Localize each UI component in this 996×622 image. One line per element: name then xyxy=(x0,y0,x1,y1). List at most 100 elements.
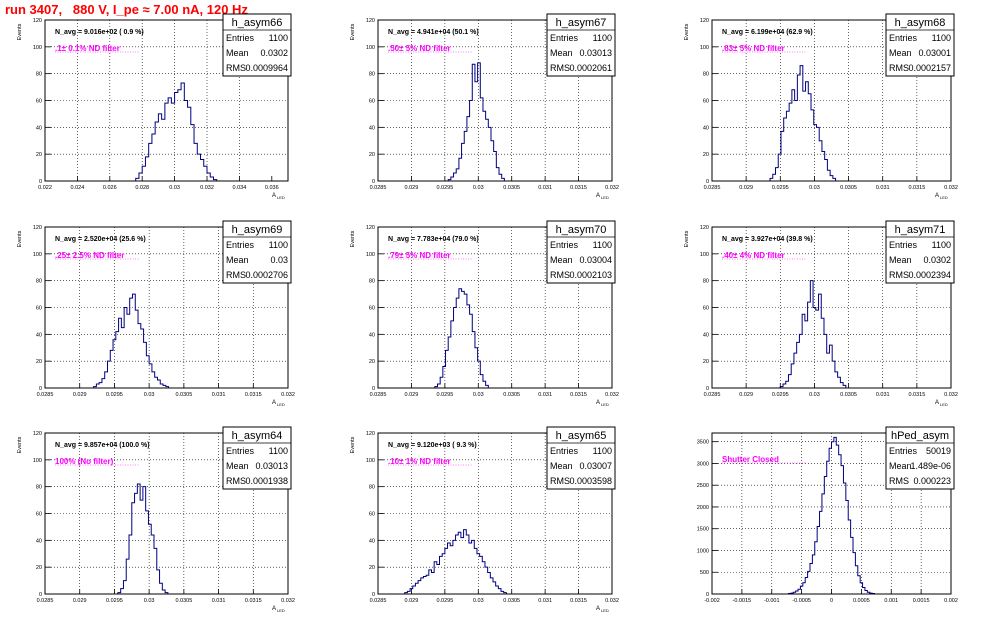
y-tick-label: 40 xyxy=(369,332,375,338)
x-tick-label: 0.036 xyxy=(265,185,279,191)
histogram-title: h_asym69 xyxy=(232,224,283,236)
y-tick-label: 0 xyxy=(39,592,42,598)
y-tick-label: 80 xyxy=(369,485,375,491)
x-tick-label: -0.002 xyxy=(704,598,720,604)
n-avg-label: N_avg = 3.927e+04 (39.8 %) xyxy=(722,236,813,243)
stats-box xyxy=(546,13,616,77)
x-axis-label: ALED xyxy=(596,400,609,407)
y-tick-label: 40 xyxy=(36,332,42,338)
y-tick-label: 40 xyxy=(36,538,42,544)
x-tick-label: 0.0305 xyxy=(175,598,192,604)
x-tick-label: 0.0295 xyxy=(436,598,453,604)
histogram-panel-h_asym68: 0.0285 0.029 0.0295 0.03 0.0305 0.031 0.0315 0.… xyxy=(684,13,958,200)
stats-value-entries: 1100 xyxy=(932,240,951,250)
x-tick-label: 0.029 xyxy=(405,598,419,604)
y-tick-label: 20 xyxy=(369,359,375,365)
histogram-series-h_asym68 xyxy=(769,65,837,181)
x-tick-label: 0.026 xyxy=(103,185,117,191)
x-tick-label: 0.0295 xyxy=(436,392,453,398)
stats-label-rms: RMS xyxy=(550,270,570,280)
x-tick-label: 0.031 xyxy=(538,185,552,191)
stats-value-mean: 1.489e-06 xyxy=(910,461,951,471)
stats-box xyxy=(222,13,292,77)
y-tick-label: 40 xyxy=(703,332,709,338)
histogram-series-h_asym70 xyxy=(434,288,489,388)
x-tick-label: 0.024 xyxy=(71,185,85,191)
x-tick-label: 0.031 xyxy=(876,185,890,191)
y-tick-label: 80 xyxy=(369,279,375,285)
y-tick-label: 100 xyxy=(366,252,375,258)
y-tick-label: 0 xyxy=(372,179,375,185)
histogram-panel-h_asym69: 0.0285 0.029 0.0295 0.03 0.0305 0.031 0.0315 0.… xyxy=(17,220,295,407)
stats-value-mean: 0.03013 xyxy=(255,461,288,471)
x-tick-label: 0.031 xyxy=(538,392,552,398)
y-tick-label: 1500 xyxy=(697,527,709,533)
x-tick-label: 0.03 xyxy=(473,598,484,604)
y-axis-label: Events xyxy=(350,436,356,453)
x-tick-label: 0.032 xyxy=(281,598,295,604)
y-tick-label: 0 xyxy=(706,179,709,185)
stats-box xyxy=(546,220,616,284)
y-axis-label: Events xyxy=(350,230,356,247)
stats-label-entries: Entries xyxy=(226,33,255,43)
y-axis-label: Events xyxy=(684,23,690,40)
x-tick-label: 0.0295 xyxy=(106,598,123,604)
filter-label: .63± 5% ND filter xyxy=(722,44,785,53)
stats-value-rms: 0.0009964 xyxy=(245,63,288,73)
x-tick-label: 0.0285 xyxy=(37,598,54,604)
y-tick-label: 2500 xyxy=(697,483,709,489)
y-tick-label: 500 xyxy=(700,570,709,576)
y-tick-label: 60 xyxy=(703,99,709,105)
histogram-panel-h_asym71: 0.0285 0.029 0.0295 0.03 0.0305 0.031 0.0315 0.… xyxy=(684,220,958,407)
x-tick-label: 0.032 xyxy=(200,185,214,191)
x-tick-label: 0.031 xyxy=(212,598,226,604)
filter-label: .10± 1% ND filter xyxy=(388,457,451,466)
x-tick-label: 0.0305 xyxy=(503,392,520,398)
histogram-title: h_asym70 xyxy=(556,224,607,236)
x-tick-label: 0.031 xyxy=(538,598,552,604)
y-tick-label: 40 xyxy=(36,125,42,131)
x-tick-label: 0.032 xyxy=(605,185,619,191)
stats-value-rms: 0.0001938 xyxy=(245,476,288,486)
stats-value-rms: 0.0002394 xyxy=(908,270,951,280)
y-tick-label: 20 xyxy=(369,152,375,158)
x-tick-label: 0.0285 xyxy=(370,185,387,191)
filter-label: .25± 2.5% ND filter xyxy=(55,251,124,260)
stats-label-mean: Mean xyxy=(889,461,912,471)
stats-label-mean: Mean xyxy=(550,461,573,471)
x-tick-label: 0 xyxy=(830,598,833,604)
x-tick-label: 0.029 xyxy=(405,392,419,398)
histogram-series-hPed_asym xyxy=(787,436,876,595)
stats-value-entries: 1100 xyxy=(932,33,951,43)
x-tick-label: 0.0305 xyxy=(503,598,520,604)
histogram-series-h_asym66 xyxy=(135,82,218,181)
x-tick-label: 0.029 xyxy=(739,185,753,191)
stats-value-rms: 0.0002103 xyxy=(569,270,612,280)
x-tick-label: 0.03 xyxy=(809,185,820,191)
x-axis-label: ALED xyxy=(272,193,285,200)
y-tick-label: 20 xyxy=(369,565,375,571)
x-tick-label: 0.022 xyxy=(38,185,52,191)
x-tick-label: 0.029 xyxy=(405,185,419,191)
filter-label: .79± 5% ND filter xyxy=(388,251,451,260)
n-avg-label: N_avg = 4.941e+04 (50.1 %) xyxy=(388,29,479,36)
x-tick-label: 0.031 xyxy=(212,392,226,398)
x-tick-label: 0.031 xyxy=(876,392,890,398)
y-tick-label: 100 xyxy=(700,252,709,258)
histogram-series-h_asym71 xyxy=(779,280,847,388)
x-tick-label: 0.0315 xyxy=(245,392,262,398)
stats-value-entries: 1100 xyxy=(269,33,288,43)
x-tick-label: 0.032 xyxy=(281,392,295,398)
y-tick-label: 1000 xyxy=(697,548,709,554)
y-tick-label: 120 xyxy=(366,225,375,231)
x-tick-label: 0.0295 xyxy=(772,185,789,191)
stats-label-mean: Mean xyxy=(226,48,249,58)
stats-label-mean: Mean xyxy=(889,48,912,58)
histogram-panel-hPed_asym: -0.002 -0.0015 -0.001 -0.0005 0 0.0005 0.001 0.… xyxy=(697,426,958,604)
stats-box xyxy=(885,13,955,77)
filter-label: Shutter Closed xyxy=(722,455,779,464)
histogram-series-h_asym65 xyxy=(404,529,507,594)
y-tick-label: 60 xyxy=(36,99,42,105)
stats-value-mean: 0.03007 xyxy=(579,461,612,471)
